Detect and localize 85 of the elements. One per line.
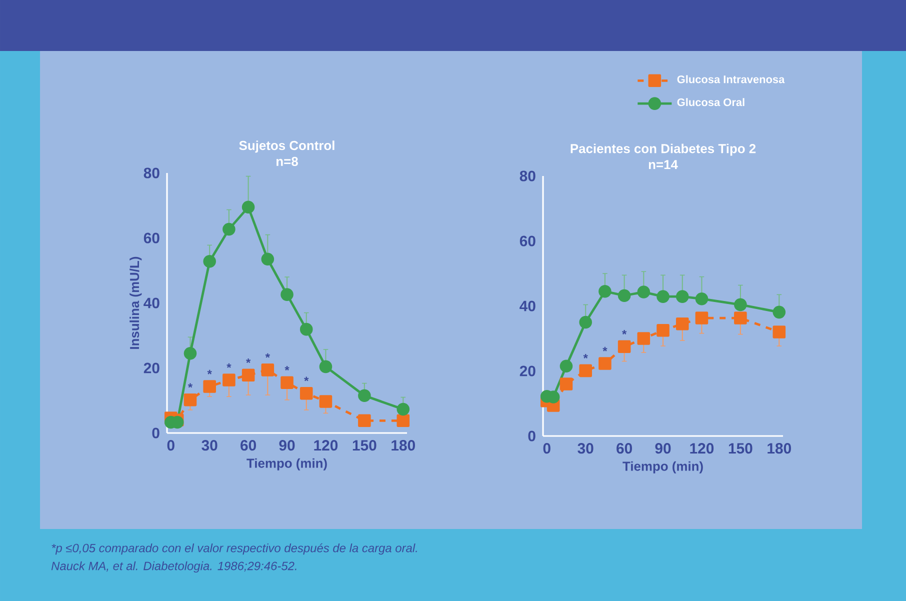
point [280, 288, 294, 301]
x-tick-label: 0 [167, 440, 174, 451]
x-tick-label: 150 [728, 443, 752, 454]
annotation: * [226, 363, 232, 368]
point [358, 414, 371, 428]
text: Nauck MA, et al. Diabetologia. 1986;29:46-52. [51, 561, 296, 573]
point [203, 380, 216, 393]
point [396, 402, 410, 416]
x-tick-label: 90 [655, 443, 671, 454]
point [300, 322, 313, 336]
x-tick-label: 120 [314, 440, 338, 451]
x-tick-label: 30 [578, 443, 594, 454]
point [618, 340, 631, 354]
x-tick-label: 90 [279, 440, 295, 451]
y-tick-label: 0 [152, 428, 160, 438]
annotation: * [188, 383, 193, 388]
point [637, 332, 650, 345]
point [772, 306, 786, 319]
annotation: * [304, 376, 309, 382]
point [184, 393, 197, 406]
point [242, 368, 255, 382]
x-tick-label: 30 [202, 440, 218, 451]
point [695, 312, 708, 324]
y-tick-label: 60 [520, 236, 536, 246]
point [637, 286, 650, 298]
point [396, 414, 410, 428]
point [656, 324, 670, 337]
y-tick-label: 80 [520, 170, 536, 182]
y-tick-label: 60 [144, 232, 160, 244]
point [579, 364, 592, 378]
point [184, 346, 197, 360]
annotation: * [622, 330, 627, 334]
legend-label: Glucosa Intravenosa [677, 75, 785, 84]
x-tick-label: 60 [240, 440, 256, 451]
point [280, 376, 294, 390]
point [734, 312, 747, 324]
annotation: * [602, 346, 608, 352]
x-axis-title: Tiempo (min) [246, 458, 327, 470]
point [261, 252, 274, 266]
x-tick-label: 150 [352, 440, 376, 451]
point [579, 316, 592, 329]
y-tick-label: 20 [144, 362, 160, 374]
x-axis-title: Tiempo (min) [622, 461, 703, 474]
x-tick-label: 60 [616, 443, 632, 454]
x-tick-label: 180 [392, 440, 415, 451]
annotation: * [265, 353, 270, 358]
point [772, 326, 786, 338]
chart-title: Sujetos Control [239, 140, 334, 153]
annotation: * [284, 366, 290, 370]
point [358, 389, 371, 402]
point [203, 255, 216, 268]
point [676, 290, 689, 303]
point [656, 290, 670, 303]
point [676, 317, 689, 330]
point [560, 360, 573, 373]
x-tick-label: 120 [690, 443, 714, 454]
point [618, 289, 631, 302]
point [222, 374, 236, 386]
point [222, 222, 236, 236]
annotation: * [583, 354, 588, 358]
annotation: * [246, 358, 251, 363]
point [734, 298, 747, 312]
chart-title: Pacientes con Diabetes Tipo 2 [570, 144, 756, 156]
point [695, 292, 708, 306]
chart-subtitle: n=8 [276, 156, 298, 166]
point [300, 386, 313, 400]
text: *p ≤0,05 comparado con el valor respectivo después de la carga oral. [52, 543, 417, 555]
chart-subtitle: n=14 [648, 160, 678, 170]
y-tick-label: 40 [520, 300, 536, 312]
annotation: * [207, 370, 212, 374]
x-tick-label: 0 [543, 443, 550, 454]
point [319, 360, 332, 374]
point [560, 378, 573, 390]
point [598, 284, 612, 298]
y-tick-label: 20 [520, 366, 536, 376]
y-tick-label: 40 [144, 298, 160, 308]
y-axis-title: Insulina (mU/L) [130, 256, 142, 349]
x-tick-label: 180 [768, 443, 791, 454]
point [598, 357, 612, 370]
legend-label: Glucosa Oral [677, 98, 744, 106]
point [319, 395, 332, 408]
y-tick-label: 0 [528, 430, 536, 442]
point [242, 200, 255, 214]
point [261, 364, 274, 376]
y-tick-label: 80 [144, 168, 160, 178]
